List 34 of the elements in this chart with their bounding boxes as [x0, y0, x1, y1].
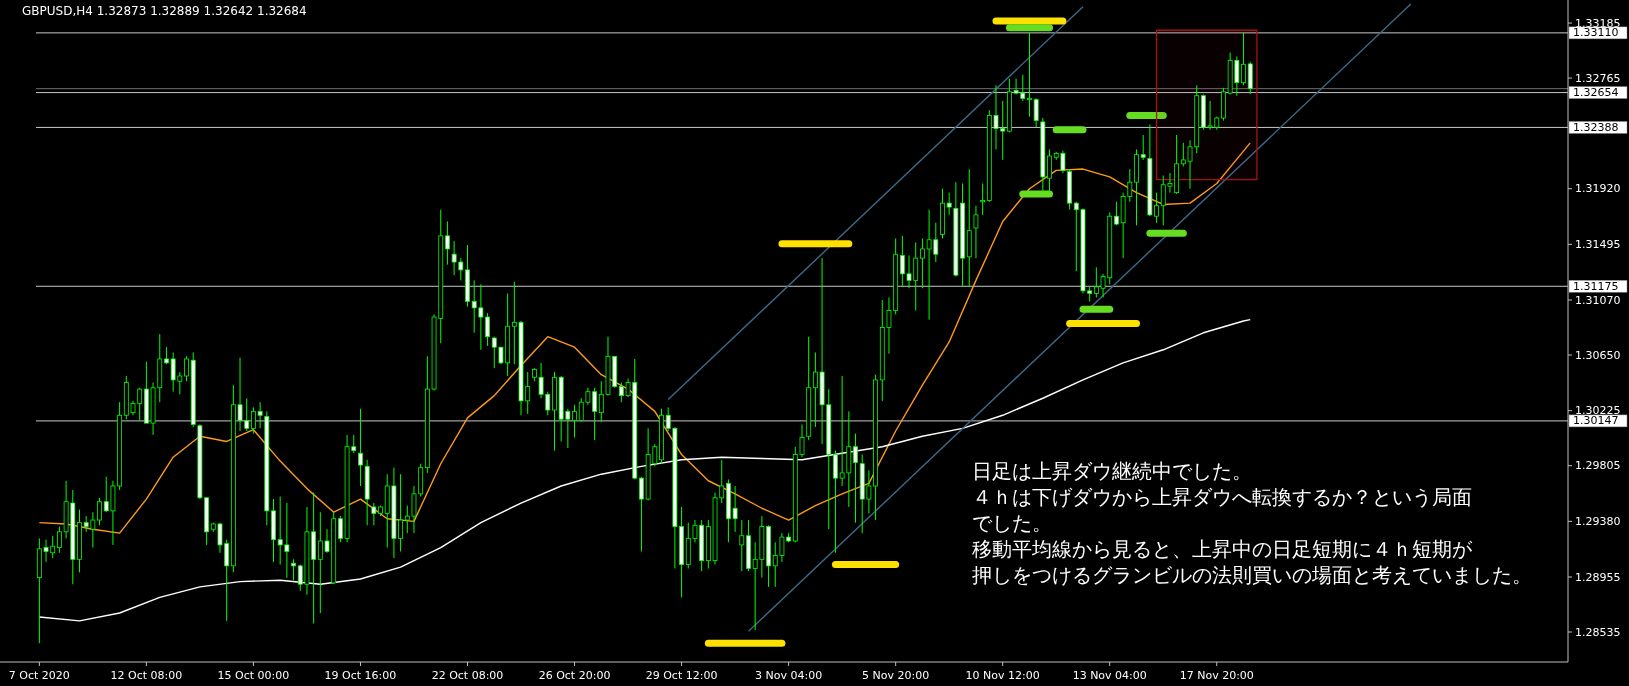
x-tick-label: 22 Oct 08:00 [431, 669, 504, 682]
y-tick-label: 1.28955 [1575, 570, 1621, 584]
x-tick-label: 12 Oct 08:00 [110, 669, 183, 682]
x-tick-label: 7 Oct 2020 [8, 669, 70, 682]
y-tick-label: 1.28535 [1575, 625, 1621, 639]
line-series [38, 318, 1251, 622]
y-tick-label: 1.31070 [1575, 293, 1621, 307]
y-tick-label: 1.29380 [1575, 514, 1621, 528]
line-series [38, 142, 1251, 534]
annotation: 日足は上昇ダウ継続中でした。 [972, 459, 1252, 483]
ref-line-label: 1.31175 [1573, 279, 1619, 293]
x-tick-label: 29 Oct 12:00 [645, 669, 718, 682]
x-tick-label: 17 Nov 20:00 [1179, 669, 1254, 682]
y-tick-label: 1.30650 [1575, 348, 1621, 362]
annotation: ４ｈは下げダウから上昇ダウへ転換するか？という局面 [972, 485, 1472, 509]
ref-line-label: 1.32654 [1573, 86, 1619, 100]
ref-line-label: 1.30147 [1573, 414, 1619, 428]
x-tick-label: 15 Oct 00:00 [217, 669, 290, 682]
annotation: 押しをつけるグランビルの法則買いの場面と考えていました。 [972, 563, 1532, 587]
ref-line-label: 1.32388 [1573, 120, 1619, 134]
y-tick-label: 1.32765 [1575, 71, 1621, 85]
x-tick-label: 19 Oct 16:00 [324, 669, 397, 682]
annotation: 移動平均線から見ると、上昇中の日足短期に４ｈ短期が [972, 537, 1473, 561]
y-tick-label: 1.29805 [1575, 459, 1621, 473]
x-tick-label: 10 Nov 12:00 [965, 669, 1040, 682]
x-tick-label: 3 Nov 04:00 [755, 669, 823, 682]
x-tick-label: 26 Oct 20:00 [538, 669, 611, 682]
x-tick-label: 5 Nov 20:00 [862, 669, 930, 682]
chart-title: GBPUSD,H4 1.32873 1.32889 1.32642 1.32684 [22, 4, 307, 18]
y-tick-label: 1.31920 [1575, 182, 1621, 196]
ref-line-label: 1.33110 [1573, 26, 1619, 40]
y-tick-label: 1.31495 [1575, 237, 1621, 251]
x-tick-label: 13 Nov 04:00 [1072, 669, 1147, 682]
annotation: でした。 [972, 511, 1052, 535]
